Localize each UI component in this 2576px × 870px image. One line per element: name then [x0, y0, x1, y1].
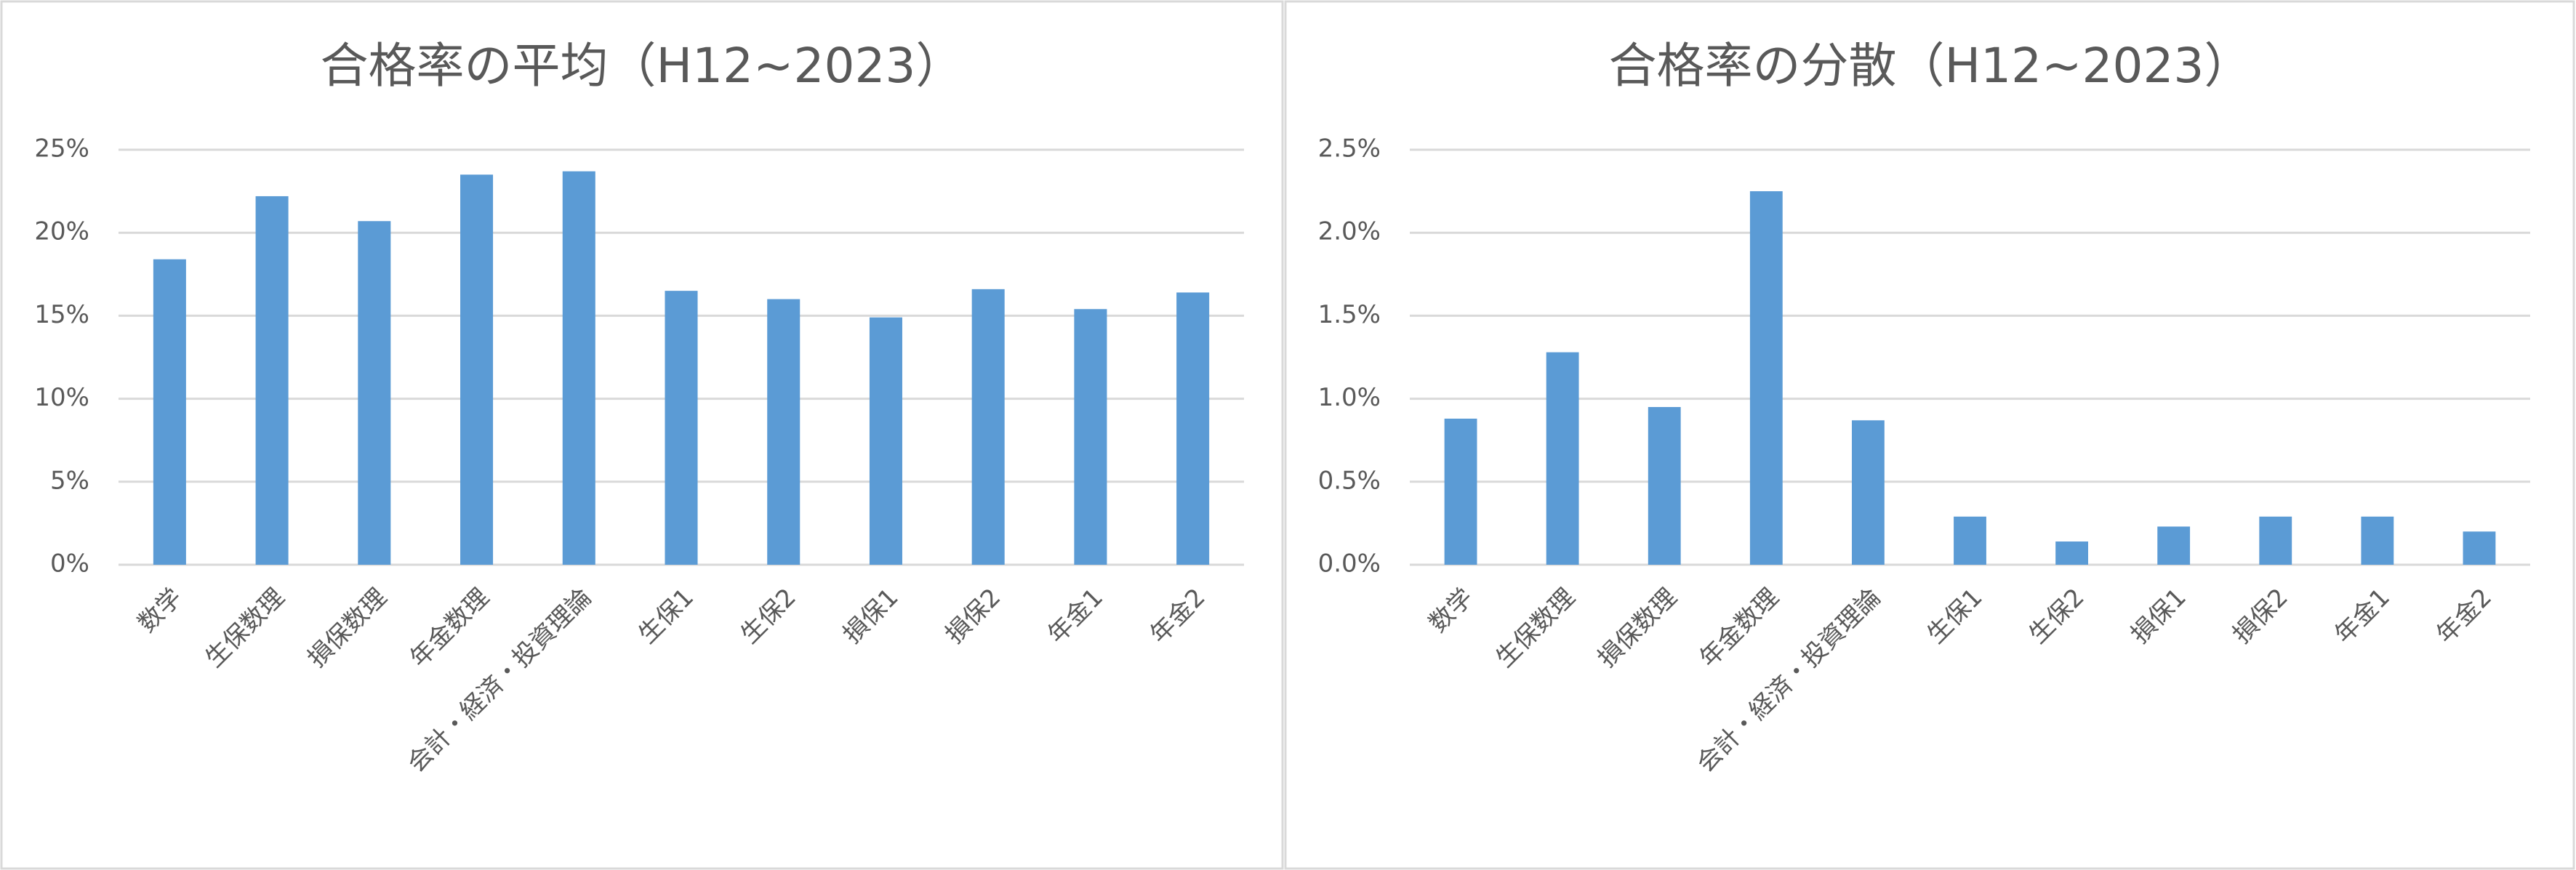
- y-tick-label: 1.0%: [1318, 383, 1381, 412]
- chart-frame: [0, 0, 1284, 870]
- bar: [767, 299, 801, 565]
- bar: [869, 317, 902, 565]
- y-tick-label: 5%: [50, 466, 89, 495]
- y-tick-label: 25%: [34, 134, 89, 164]
- y-tick-label: 1.5%: [1318, 300, 1381, 329]
- y-tick-label: 2.0%: [1318, 217, 1381, 246]
- bar: [2361, 516, 2394, 565]
- y-tick-label: 0.5%: [1318, 466, 1381, 495]
- bar: [2157, 526, 2191, 565]
- bar: [1074, 309, 1107, 565]
- y-tick-label: 0.0%: [1318, 549, 1381, 579]
- y-tick-label: 20%: [34, 217, 89, 246]
- bar: [1444, 419, 1477, 565]
- bar: [562, 171, 595, 565]
- bar: [1546, 352, 1579, 565]
- y-tick-label: 15%: [34, 300, 89, 329]
- bar: [1749, 191, 1783, 565]
- bar: [2463, 531, 2496, 565]
- y-tick-label: 10%: [34, 383, 89, 412]
- bar: [2055, 541, 2089, 565]
- bar: [971, 289, 1005, 565]
- y-tick-label: 2.5%: [1318, 134, 1381, 164]
- bar: [460, 174, 494, 565]
- chart-title: 合格率の分散（H12~2023）: [1609, 38, 2252, 94]
- bar: [1954, 516, 1986, 565]
- bar: [1851, 420, 1885, 565]
- bar: [255, 196, 289, 565]
- y-tick-label: 0%: [50, 549, 89, 579]
- bar: [665, 291, 698, 565]
- chart-frame: [1284, 0, 2575, 870]
- bar: [1176, 292, 1210, 565]
- bar: [2259, 516, 2292, 565]
- chart-title: 合格率の平均（H12~2023）: [321, 38, 964, 94]
- bar: [358, 221, 391, 565]
- bar: [153, 259, 186, 565]
- bar: [1648, 407, 1681, 565]
